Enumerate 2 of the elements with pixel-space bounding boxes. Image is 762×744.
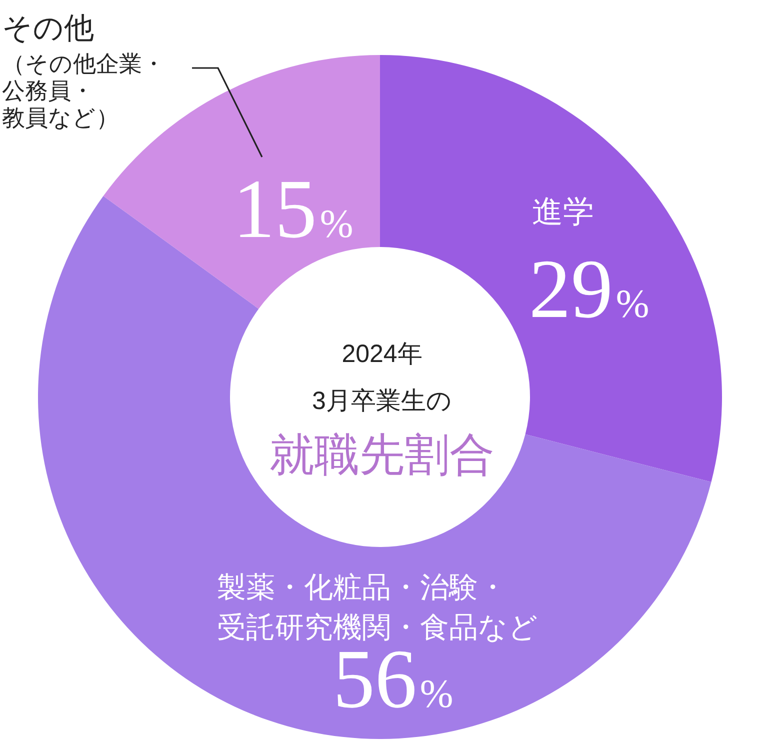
title: 2024年3月卒業生の bbox=[312, 340, 452, 415]
subtitle: 就職先割合 bbox=[270, 430, 494, 480]
